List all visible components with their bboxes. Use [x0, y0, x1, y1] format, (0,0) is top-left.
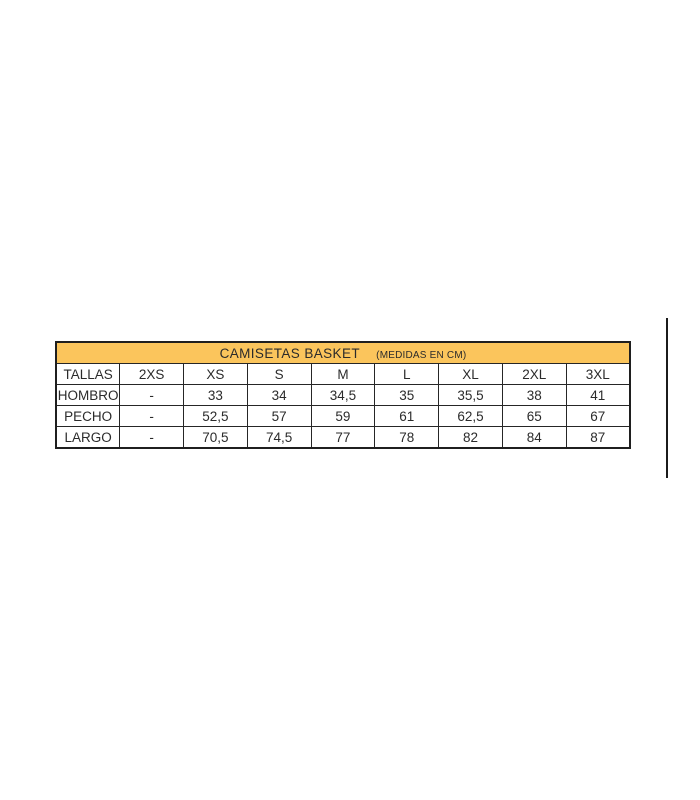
column-header-cell: S	[246, 363, 312, 385]
value-cell: 41	[565, 384, 631, 406]
size-chart-table: CAMISETAS BASKET (MEDIDAS EN CM) TALLAS 2…	[55, 341, 631, 449]
value-cell: 61	[374, 405, 440, 427]
table-body: CAMISETAS BASKET (MEDIDAS EN CM) TALLAS 2…	[55, 341, 631, 449]
size-row-hombro: HOMBRO -33 34 34,5 35 35,5 38 41	[55, 384, 631, 406]
row-label-cell: LARGO	[55, 426, 121, 449]
table-title: CAMISETAS BASKET	[219, 345, 361, 361]
value-cell: 82	[438, 426, 503, 449]
value-cell: 35,5	[438, 384, 503, 406]
column-header-cell: 2XS	[119, 363, 185, 385]
column-header-cell: XS	[183, 363, 248, 385]
value-cell: 33	[183, 384, 248, 406]
value-cell: 74,5	[246, 426, 312, 449]
value-cell: -	[119, 426, 185, 449]
value-cell: 77	[310, 426, 376, 449]
value-cell: 57	[246, 405, 312, 427]
column-header-cell: XL	[438, 363, 503, 385]
value-cell: 34	[246, 384, 312, 406]
value-cell: 65	[501, 405, 567, 427]
value-cell: 52,5	[183, 405, 248, 427]
table-subtitle: (MEDIDAS EN CM)	[376, 349, 467, 361]
column-header-cell: 2XL	[501, 363, 567, 385]
value-cell: 67	[565, 405, 631, 427]
value-cell: 34,5	[310, 384, 376, 406]
value-cell: 70,5	[183, 426, 248, 449]
value-cell: 87	[565, 426, 631, 449]
value-cell: 59	[310, 405, 376, 427]
table-title-cell: CAMISETAS BASKET (MEDIDAS EN CM)	[55, 341, 631, 364]
column-header-cell: M	[310, 363, 376, 385]
row-label-cell: HOMBRO	[55, 384, 121, 406]
row-label-cell: PECHO	[55, 405, 121, 427]
value-cell: 38	[501, 384, 567, 406]
column-header-cell-tallas: TALLAS	[55, 363, 121, 385]
value-cell: 62,5	[438, 405, 503, 427]
table-title-row: CAMISETAS BASKET (MEDIDAS EN CM)	[55, 341, 631, 364]
value-cell: -	[119, 405, 185, 427]
column-header-cell: 3XL	[565, 363, 631, 385]
value-cell: 84	[501, 426, 567, 449]
size-row-largo: LARGO -70,5 74,5 77 78 82 84 87	[55, 426, 631, 449]
vertical-divider-line	[666, 318, 668, 478]
value-cell: 78	[374, 426, 440, 449]
size-row-pecho: PECHO -52,5 57 59 61 62,5 65 67	[55, 405, 631, 427]
value-cell: 35	[374, 384, 440, 406]
value-cell: -	[119, 384, 185, 406]
column-header-row: TALLAS 2XS XS S M L XL 2XL 3XL	[55, 363, 631, 385]
column-header-cell: L	[374, 363, 440, 385]
